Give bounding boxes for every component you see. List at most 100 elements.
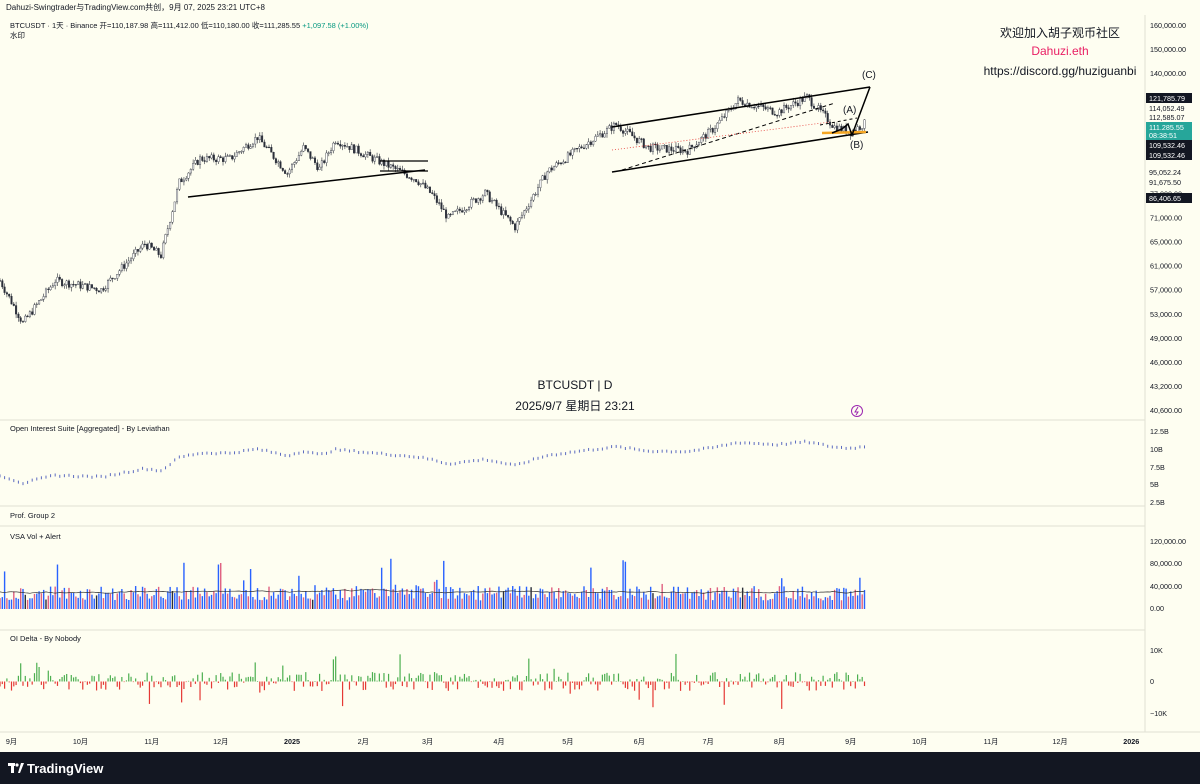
delta-bar [307, 680, 309, 682]
candle-body [433, 193, 436, 196]
oi-mark [620, 445, 622, 449]
pane-title-open-interest[interactable]: Open Interest Suite [Aggregated] - By Le… [10, 424, 170, 433]
trendline-support-2024 [187, 169, 426, 198]
volume-bar [270, 595, 273, 609]
oi-mark [597, 448, 599, 452]
indicator-axes: 12.5B 10B 7.5B 5B 2.5B 120,000.00 80,000.00 40,… [1150, 427, 1186, 718]
oi-mark [96, 474, 98, 478]
delta-bar [181, 681, 183, 703]
candle-body [157, 248, 160, 255]
oi-mark [238, 451, 240, 455]
candle-body [63, 284, 66, 287]
volume-bar [836, 588, 838, 609]
delta-bar [585, 677, 587, 682]
delta-bar [746, 680, 748, 682]
delta-bar [606, 672, 608, 682]
volume-bar [197, 587, 199, 609]
pane-title-oi-delta[interactable]: OI Delta - By Nobody [10, 634, 81, 643]
candle-body [856, 126, 859, 132]
delta-bar [63, 675, 65, 682]
volume-bar [6, 598, 8, 609]
volume-bar [590, 567, 592, 609]
volume-bar [334, 594, 337, 609]
candle-body [734, 103, 737, 110]
delta-bar [178, 681, 180, 686]
volume-bar [783, 586, 785, 609]
volume-bar [509, 593, 512, 609]
volume-axis-label: 40,000.00 [1150, 582, 1182, 591]
volume-bar [259, 599, 261, 609]
candle-body [720, 116, 723, 121]
volume-bar [445, 586, 447, 609]
chart-canvas[interactable]: 160,000.00150,000.00140,000.00130,000.00… [0, 0, 1200, 752]
volume-bar [668, 597, 670, 609]
candle-body [233, 156, 236, 160]
delta-bar [719, 681, 721, 687]
candle-body [113, 278, 116, 280]
candle-body [704, 134, 707, 139]
volume-bar [689, 598, 691, 609]
time-axis[interactable]: 9月 10月 11月 12月 2025 2月 3月 4月 5月 6月 7月 8月 9月 10月 11月 12月… [6, 737, 1139, 746]
oi-mark [367, 451, 369, 455]
delta-bar [309, 681, 311, 687]
delta-bar [427, 681, 429, 689]
candle-body [42, 296, 45, 300]
oi-mark [427, 457, 429, 461]
volume-bar [843, 587, 845, 609]
candle-body [461, 210, 464, 213]
delta-bar [91, 675, 93, 682]
oi-mark [813, 441, 815, 445]
delta-bar [601, 674, 603, 682]
price-axis[interactable]: 160,000.00150,000.00140,000.00130,000.00… [1146, 21, 1192, 415]
delta-bar [410, 678, 413, 682]
delta-bar [456, 681, 459, 690]
delta-bar [808, 681, 810, 691]
oi-mark [31, 478, 33, 482]
candle-body [442, 208, 445, 210]
delta-bar [730, 680, 732, 682]
delta-bar [797, 681, 799, 684]
candle-body [265, 146, 268, 148]
volume-bar [261, 600, 263, 609]
volume-bar [764, 593, 767, 609]
delta-bar [831, 681, 833, 688]
candle-body [762, 104, 765, 108]
pane-title-vsa[interactable]: VSA Vol + Alert [10, 532, 61, 541]
delta-bar [599, 681, 601, 685]
symbol-name[interactable]: BTCUSDT · 1天 · Binance [10, 21, 98, 30]
oi-mark [178, 455, 180, 459]
candle-body [649, 145, 652, 152]
delta-bar [562, 681, 564, 689]
delta-bar [693, 681, 695, 683]
volume-bar [433, 581, 436, 609]
oi-mark [155, 469, 157, 473]
volume-bar [236, 598, 238, 609]
delta-bar [463, 673, 466, 682]
candle-body [67, 280, 70, 288]
delta-bar [751, 681, 753, 688]
oi-mark [201, 451, 203, 455]
volume-bar [121, 589, 123, 609]
delta-bar [227, 681, 229, 690]
volume-bar [804, 597, 806, 609]
delta-bar [187, 680, 190, 682]
candle-body [697, 142, 700, 146]
volume-bar [314, 585, 316, 609]
tradingview-brand[interactable]: TradingView [27, 761, 104, 776]
pane-title-prof-group[interactable]: Prof. Group 2 [10, 511, 56, 520]
volume-bar [656, 596, 659, 609]
volume-bar [190, 590, 192, 609]
candle-body [668, 146, 671, 153]
watermark-indicator-label[interactable]: 水印 [10, 31, 25, 40]
volume-bar [477, 586, 479, 609]
candle-body [672, 150, 675, 152]
delta-bar [723, 681, 725, 705]
candle-body [829, 121, 832, 126]
oi-mark [542, 455, 544, 459]
candle-body [504, 210, 507, 216]
oi-axis-label: 12.5B [1150, 427, 1169, 436]
delta-bar [429, 674, 431, 682]
oi-mark [468, 459, 470, 463]
price-tag-label: 121,785.79 [1149, 94, 1185, 103]
candle-body [750, 107, 753, 109]
